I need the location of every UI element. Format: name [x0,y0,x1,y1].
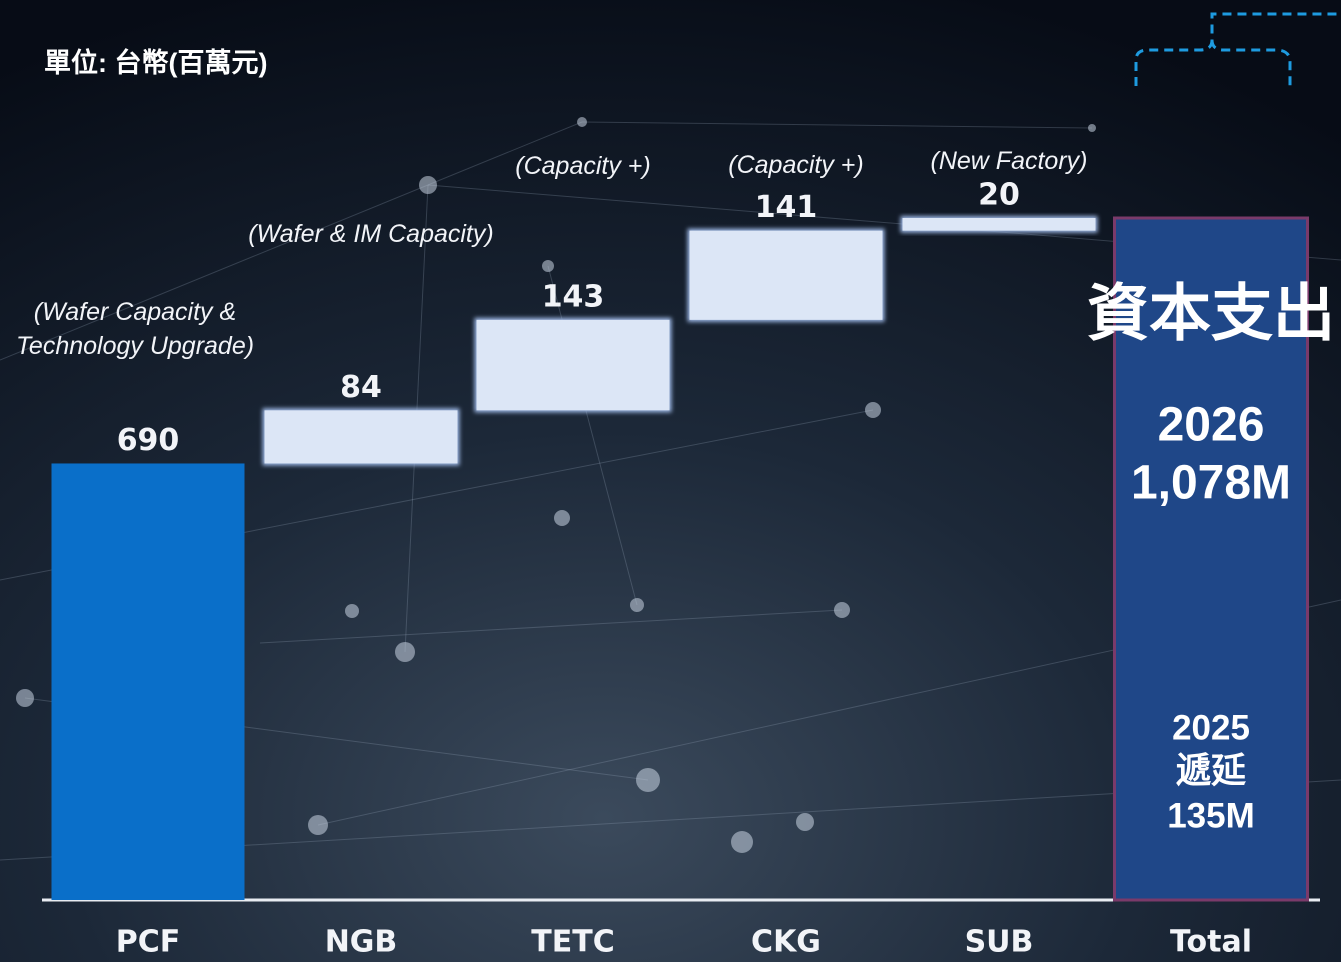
bar [903,218,1096,231]
x-tick-label: CKG [751,925,821,960]
value-label: 1,078M [1131,457,1291,510]
value-label: 84 [340,370,382,405]
value-label: 690 [117,423,180,458]
value-label: 141 [755,190,818,225]
total-year: 2026 [1158,399,1265,452]
deferred-year: 2025 [1172,708,1250,747]
bar-note: (Capacity +) [728,151,863,179]
x-tick-label: SUB [965,925,1034,960]
bar [52,463,245,900]
bar-note-line: (Wafer & IM Capacity) [248,220,493,248]
x-tick-label: NGB [325,925,398,960]
deferred-label: 遞延 [1176,751,1246,790]
value-label: 143 [542,279,605,314]
bar-note-line: (Capacity +) [515,152,650,180]
bar-note: (Wafer & IM Capacity) [248,220,493,248]
chart: 單位: 台幣(百萬元) PCF 690 (Wafer Capacity & Techn… [0,0,1341,962]
x-tick-label: Total [1170,925,1252,960]
bar [477,320,670,410]
bar-note: (New Factory) [931,147,1088,175]
bar-note: (Capacity +) [515,152,650,180]
bar-note-line: Technology Upgrade) [16,332,254,360]
bar-note-line: (Wafer Capacity & [34,298,236,326]
x-tick-label: PCF [116,925,181,960]
x-tick-label: TETC [531,925,614,960]
unit-label: 單位: 台幣(百萬元) [44,47,267,78]
bar-note-line: (Capacity +) [728,151,863,179]
value-label: 20 [978,178,1020,213]
bar [690,231,883,320]
bar [265,410,458,463]
total-heading: 資本支出 [1087,279,1335,348]
bar-note-line: (New Factory) [931,147,1088,175]
deferred-amount: 135M [1167,796,1255,835]
